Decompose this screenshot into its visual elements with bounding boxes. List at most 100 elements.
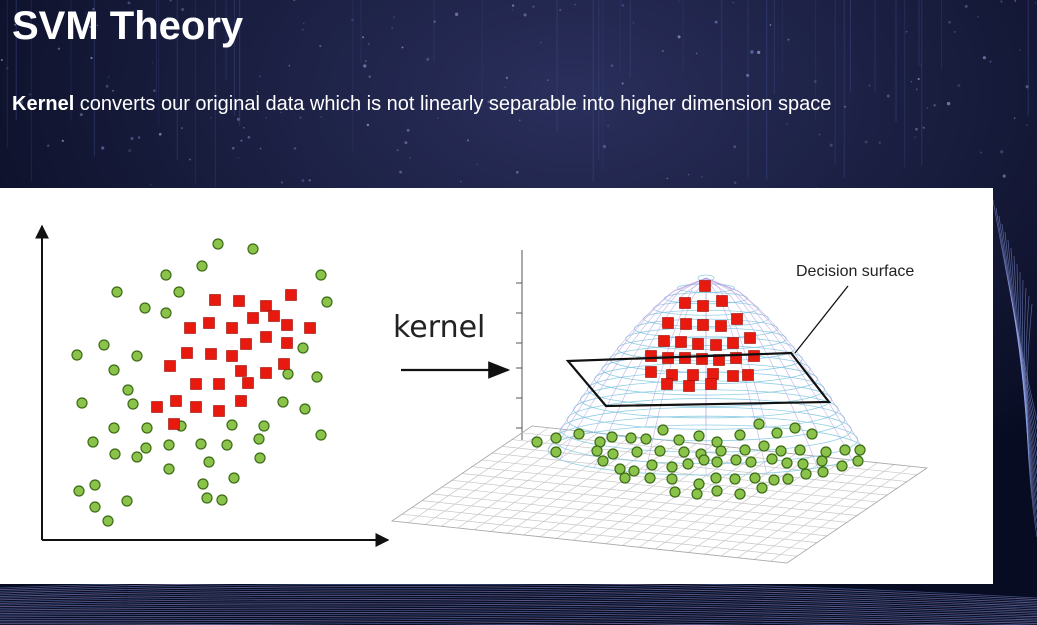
background-dot xyxy=(399,170,402,174)
class-circle-point xyxy=(277,396,289,408)
background-dot xyxy=(1000,150,1004,154)
class-circle-point xyxy=(550,446,562,458)
class-square-point xyxy=(675,336,687,348)
background-dot xyxy=(0,59,3,61)
background-dot xyxy=(519,119,521,121)
background-wave xyxy=(0,609,1037,623)
background-dot xyxy=(188,158,191,161)
background-dot xyxy=(868,84,871,87)
class-circle-point xyxy=(693,478,705,490)
background-dot xyxy=(769,99,772,102)
background-wave xyxy=(1022,279,1037,511)
class-circle-point xyxy=(216,494,228,506)
background-dot xyxy=(433,20,436,24)
background-dot xyxy=(621,82,624,85)
class-circle-point xyxy=(111,286,123,298)
background-dot xyxy=(128,149,132,153)
class-circle-point xyxy=(299,403,311,415)
subtitle-keyword: Kernel xyxy=(12,93,75,115)
background-dot xyxy=(632,21,635,24)
class-square-point xyxy=(268,310,280,322)
class-square-point xyxy=(213,378,225,390)
background-dot xyxy=(20,100,24,104)
class-square-point xyxy=(680,318,692,330)
class-circle-point xyxy=(657,424,669,436)
class-circle-point xyxy=(711,485,723,497)
background-dot xyxy=(886,94,890,98)
class-square-point xyxy=(645,366,657,378)
class-square-point xyxy=(164,360,176,372)
background-dot xyxy=(610,64,614,67)
class-circle-point xyxy=(321,296,333,308)
class-square-point xyxy=(744,332,756,344)
class-circle-point xyxy=(797,458,809,470)
grid-line xyxy=(507,437,648,534)
background-dot xyxy=(602,144,607,149)
class-square-point xyxy=(242,377,254,389)
class-circle-point xyxy=(315,269,327,281)
subtitle-text: converts our original data which is not … xyxy=(74,93,832,115)
class-circle-point xyxy=(673,434,685,446)
background-dot xyxy=(695,52,698,55)
background-dot xyxy=(606,124,610,127)
class-circle-point xyxy=(745,456,757,468)
mesh-meridian xyxy=(705,277,865,451)
class-circle-point xyxy=(76,397,88,409)
background-dot xyxy=(1026,124,1028,126)
background-dot xyxy=(396,149,399,151)
class-circle-point xyxy=(87,436,99,448)
background-dot xyxy=(926,107,928,109)
background-dot xyxy=(964,4,968,8)
class-circle-point xyxy=(698,454,710,466)
background-dot xyxy=(733,145,737,149)
background-dot xyxy=(393,16,396,19)
background-dot xyxy=(299,116,302,119)
background-wave xyxy=(0,583,1037,602)
class-circle-point xyxy=(71,349,83,361)
background-dot xyxy=(28,93,32,96)
class-square-point xyxy=(727,370,739,382)
background-dot xyxy=(85,12,87,14)
background-dot xyxy=(152,89,156,92)
background-wave xyxy=(0,594,1037,611)
mesh-meridian xyxy=(705,277,853,460)
grid-line xyxy=(753,464,895,560)
class-circle-point xyxy=(315,429,327,441)
grid-line xyxy=(539,441,681,538)
class-circle-point xyxy=(771,427,783,439)
background-dot xyxy=(1034,2,1037,4)
class-circle-point xyxy=(654,445,666,457)
grid-line xyxy=(737,462,878,559)
class-square-point xyxy=(710,339,722,351)
background-dot xyxy=(259,147,262,150)
background-dot xyxy=(308,179,312,182)
grid-line xyxy=(622,450,763,546)
background-dot xyxy=(47,144,50,147)
grid-line xyxy=(638,451,780,548)
background-dot xyxy=(559,8,562,12)
background-dot xyxy=(1025,85,1029,89)
background-dot xyxy=(813,80,817,83)
background-dot xyxy=(511,8,514,11)
grid-line xyxy=(408,427,549,524)
mesh-meridian xyxy=(705,277,853,441)
decision-surface-label: Decision surface xyxy=(796,263,915,280)
background-dot xyxy=(818,133,821,136)
background-dot xyxy=(181,7,185,12)
background-dot xyxy=(351,18,354,22)
class-circle-point xyxy=(163,463,175,475)
class-circle-point xyxy=(197,478,209,490)
background-dot xyxy=(786,123,788,125)
class-circle-point xyxy=(108,422,120,434)
class-square-point xyxy=(281,337,293,349)
background-dot xyxy=(787,38,790,41)
background-wave xyxy=(0,617,882,625)
background-dot xyxy=(319,44,322,48)
class-circle-point xyxy=(619,472,631,484)
class-circle-point xyxy=(646,459,658,471)
background-dot xyxy=(933,104,936,107)
background-dot xyxy=(915,127,918,131)
background-dot xyxy=(366,123,370,127)
class-circle-point xyxy=(789,422,801,434)
class-circle-point xyxy=(131,350,143,362)
